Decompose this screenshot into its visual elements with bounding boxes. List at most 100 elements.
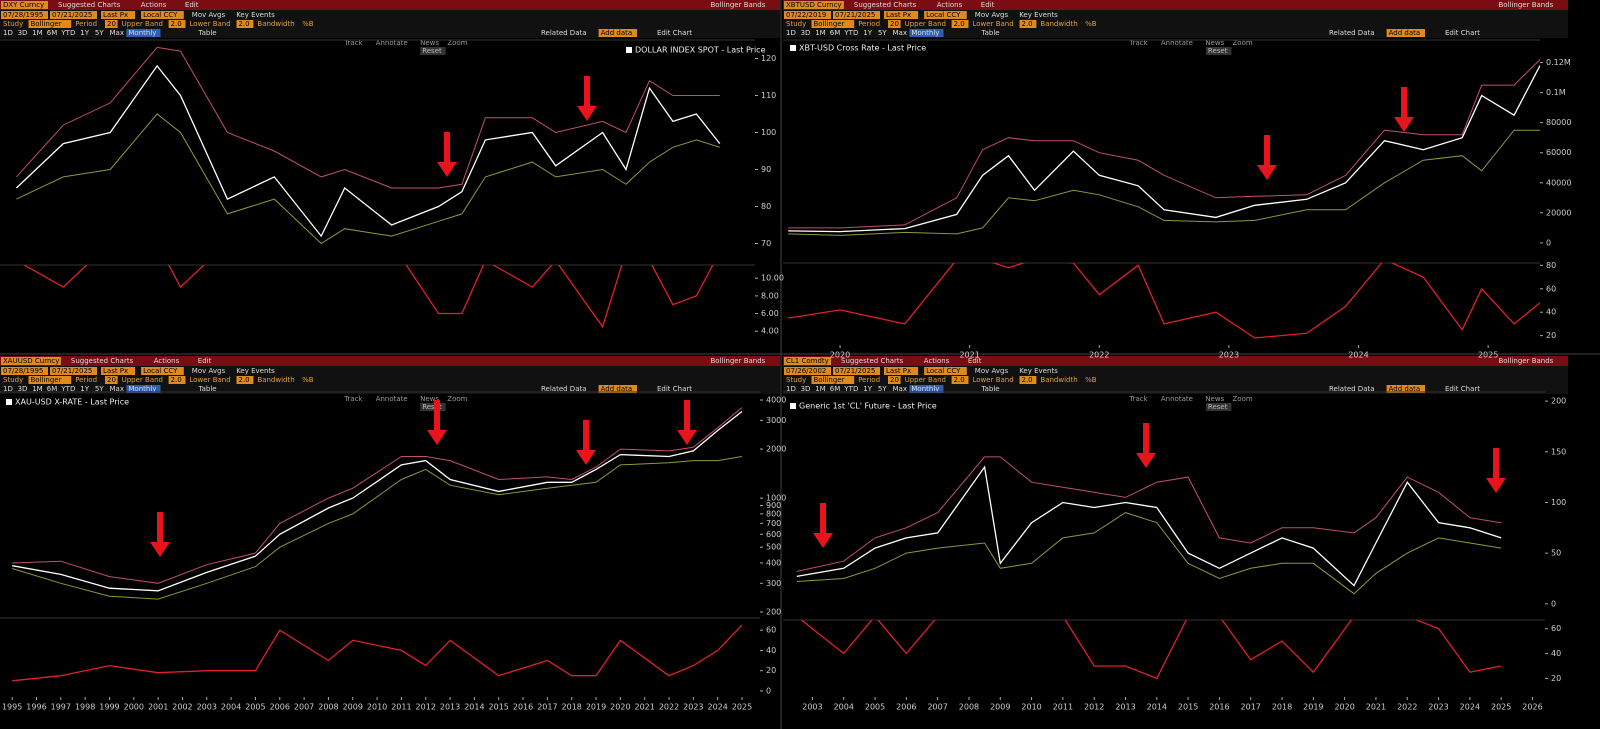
- toolbar-text[interactable]: News: [1205, 39, 1224, 47]
- toolbar-text[interactable]: Annotate: [376, 39, 408, 47]
- toolbar-text[interactable]: Table: [198, 29, 217, 37]
- toolbar-text[interactable]: 6M: [47, 29, 58, 37]
- toolbar-text[interactable]: 6M: [830, 385, 841, 393]
- toolbar-text[interactable]: 1D: [786, 29, 796, 37]
- toolbar-text[interactable]: Local CCY: [926, 367, 961, 375]
- toolbar-text[interactable]: Edit: [981, 1, 995, 9]
- toolbar-text[interactable]: News: [420, 395, 439, 403]
- toolbar-text[interactable]: Table: [981, 385, 1000, 393]
- toolbar-text[interactable]: 5Y: [878, 29, 887, 37]
- toolbar-text[interactable]: Mov Avgs: [192, 11, 226, 19]
- toolbar-text[interactable]: Local CCY: [926, 11, 961, 19]
- toolbar-text[interactable]: Local CCY: [143, 11, 178, 19]
- toolbar-text[interactable]: Actions: [141, 1, 167, 9]
- toolbar-text[interactable]: Track: [343, 39, 363, 47]
- toolbar-text[interactable]: Zoom: [1233, 39, 1253, 47]
- toolbar-text[interactable]: Actions: [937, 1, 963, 9]
- toolbar-text[interactable]: Reset: [1208, 403, 1228, 411]
- toolbar-text[interactable]: YTD: [843, 29, 858, 37]
- toolbar-text[interactable]: 3D: [801, 29, 811, 37]
- toolbar-text[interactable]: Annotate: [1161, 39, 1193, 47]
- toolbar-text[interactable]: Track: [1128, 395, 1148, 403]
- toolbar-text[interactable]: Last Px: [103, 367, 128, 375]
- toolbar-text[interactable]: 1D: [786, 385, 796, 393]
- toolbar-text[interactable]: Edit: [185, 1, 199, 9]
- toolbar-text[interactable]: Reset: [422, 403, 442, 411]
- toolbar-text[interactable]: 1D: [3, 385, 13, 393]
- toolbar-text[interactable]: Last Px: [886, 11, 911, 19]
- toolbar-text[interactable]: Edit Chart: [657, 385, 692, 393]
- toolbar-text[interactable]: Max: [110, 385, 124, 393]
- toolbar-text[interactable]: Edit Chart: [1445, 29, 1480, 37]
- toolbar-text[interactable]: Mov Avgs: [192, 367, 226, 375]
- toolbar-text[interactable]: Monthly: [911, 385, 939, 393]
- toolbar-text[interactable]: Reset: [422, 47, 442, 55]
- toolbar-text[interactable]: 1D: [3, 29, 13, 37]
- toolbar-text[interactable]: YTD: [843, 385, 858, 393]
- toolbar-text[interactable]: Mov Avgs: [975, 367, 1009, 375]
- toolbar-text[interactable]: Monthly: [911, 29, 939, 37]
- toolbar-text[interactable]: Edit: [198, 357, 212, 365]
- toolbar-text[interactable]: YTD: [60, 385, 75, 393]
- toolbar-text[interactable]: 1Y: [863, 29, 872, 37]
- toolbar-text[interactable]: Monthly: [128, 385, 156, 393]
- toolbar-text[interactable]: Add data: [1389, 385, 1421, 393]
- toolbar-text[interactable]: Max: [110, 29, 124, 37]
- toolbar-text[interactable]: 1M: [815, 29, 826, 37]
- toolbar-text[interactable]: Add data: [601, 29, 633, 37]
- toolbar-text[interactable]: Reset: [1208, 47, 1228, 55]
- toolbar-text[interactable]: Key Events: [1019, 367, 1058, 375]
- toolbar-text[interactable]: Key Events: [1019, 11, 1058, 19]
- toolbar-text[interactable]: Zoom: [447, 395, 467, 403]
- toolbar-text[interactable]: Add data: [1389, 29, 1421, 37]
- toolbar-text[interactable]: YTD: [60, 29, 75, 37]
- toolbar-text[interactable]: 6M: [47, 385, 58, 393]
- toolbar-text[interactable]: 1M: [32, 29, 43, 37]
- toolbar-text[interactable]: 5Y: [95, 385, 104, 393]
- toolbar-text[interactable]: Edit Chart: [657, 29, 692, 37]
- toolbar-text[interactable]: Annotate: [1161, 395, 1193, 403]
- toolbar-text[interactable]: Suggested Charts: [58, 1, 121, 9]
- toolbar-text[interactable]: Monthly: [128, 29, 156, 37]
- toolbar-text[interactable]: Local CCY: [143, 367, 178, 375]
- toolbar-text[interactable]: Max: [893, 385, 907, 393]
- toolbar-text[interactable]: 5Y: [95, 29, 104, 37]
- toolbar-text[interactable]: Last Px: [886, 367, 911, 375]
- toolbar-text[interactable]: Related Data: [541, 29, 587, 37]
- toolbar-text[interactable]: 3D: [18, 29, 28, 37]
- toolbar-text[interactable]: Track: [343, 395, 363, 403]
- toolbar-text[interactable]: Zoom: [1233, 395, 1253, 403]
- toolbar-text[interactable]: Suggested Charts: [71, 357, 134, 365]
- toolbar-text[interactable]: Mov Avgs: [975, 11, 1009, 19]
- toolbar-text[interactable]: Last Px: [103, 11, 128, 19]
- toolbar-text[interactable]: Annotate: [376, 395, 408, 403]
- toolbar-text[interactable]: Actions: [154, 357, 180, 365]
- toolbar-text[interactable]: News: [1205, 395, 1224, 403]
- toolbar-text[interactable]: Table: [981, 29, 1000, 37]
- toolbar-text[interactable]: Table: [198, 385, 217, 393]
- toolbar-text[interactable]: Actions: [924, 357, 950, 365]
- toolbar-text[interactable]: Related Data: [541, 385, 587, 393]
- toolbar-text[interactable]: Related Data: [1329, 385, 1375, 393]
- toolbar-text[interactable]: Suggested Charts: [841, 357, 904, 365]
- toolbar-text[interactable]: Key Events: [236, 367, 275, 375]
- toolbar-text[interactable]: 5Y: [878, 385, 887, 393]
- toolbar-text[interactable]: 1M: [32, 385, 43, 393]
- toolbar-text[interactable]: 1Y: [80, 29, 89, 37]
- toolbar-text[interactable]: Add data: [601, 385, 633, 393]
- toolbar-text[interactable]: 1Y: [863, 385, 872, 393]
- toolbar-text[interactable]: 3D: [18, 385, 28, 393]
- toolbar-text[interactable]: Key Events: [236, 11, 275, 19]
- toolbar-text[interactable]: Edit: [968, 357, 982, 365]
- toolbar-text[interactable]: 6M: [830, 29, 841, 37]
- toolbar-text[interactable]: News: [420, 39, 439, 47]
- toolbar-text[interactable]: Related Data: [1329, 29, 1375, 37]
- toolbar-text[interactable]: Max: [893, 29, 907, 37]
- toolbar-text[interactable]: Zoom: [447, 39, 467, 47]
- toolbar-text[interactable]: 1M: [815, 385, 826, 393]
- toolbar-text[interactable]: 1Y: [80, 385, 89, 393]
- toolbar-text[interactable]: 3D: [801, 385, 811, 393]
- toolbar-text[interactable]: Suggested Charts: [854, 1, 917, 9]
- toolbar-text[interactable]: Edit Chart: [1445, 385, 1480, 393]
- toolbar-text[interactable]: Track: [1128, 39, 1148, 47]
